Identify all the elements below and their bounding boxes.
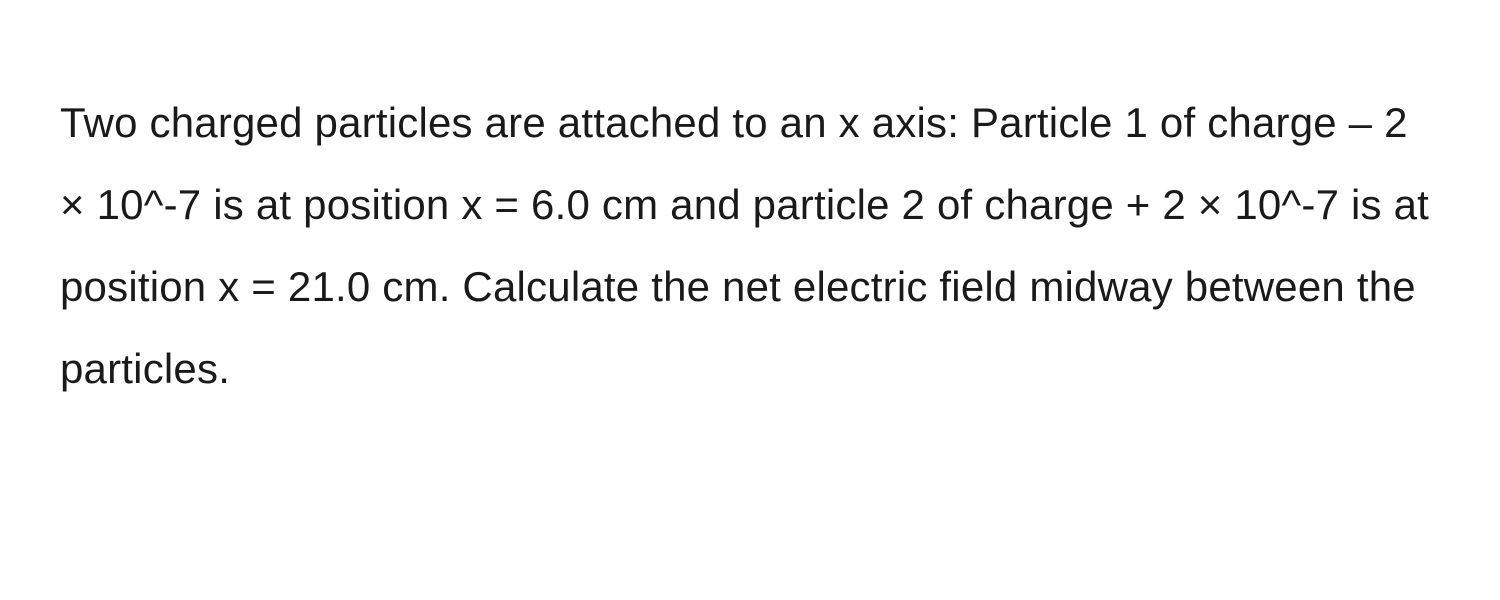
- physics-problem-text: Two charged particles are attached to an…: [60, 82, 1440, 410]
